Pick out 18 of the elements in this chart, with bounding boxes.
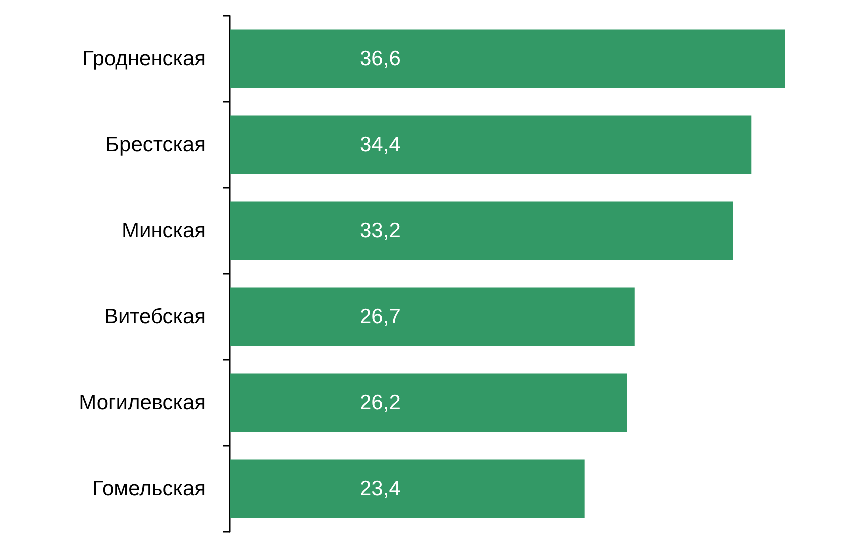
y-tick-label: Витебская [104, 306, 206, 328]
data-label: 36,6 [360, 48, 401, 70]
data-label: 26,7 [360, 306, 401, 328]
bar [230, 30, 785, 88]
y-tick-label: Гомельская [92, 478, 206, 500]
y-tick-label: Гродненская [82, 48, 206, 70]
bar [230, 116, 752, 174]
bar [230, 460, 585, 518]
bar [230, 288, 635, 346]
data-label: 23,4 [360, 478, 402, 500]
bar [230, 202, 734, 260]
data-label: 34,4 [360, 134, 402, 156]
y-tick-label: Брестская [106, 134, 206, 156]
data-label: 26,2 [360, 392, 401, 414]
y-tick-label: Могилевская [79, 392, 206, 414]
y-tick-label: Минская [122, 220, 206, 242]
bar [230, 374, 628, 432]
data-label: 33,2 [360, 220, 401, 242]
